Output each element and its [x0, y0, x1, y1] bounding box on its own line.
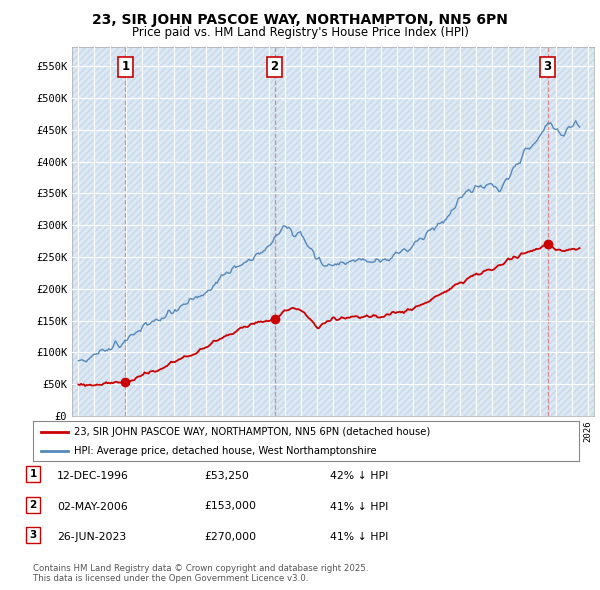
Text: 1: 1 — [121, 60, 130, 73]
Text: 23, SIR JOHN PASCOE WAY, NORTHAMPTON, NN5 6PN (detached house): 23, SIR JOHN PASCOE WAY, NORTHAMPTON, NN… — [74, 427, 430, 437]
Text: £270,000: £270,000 — [204, 532, 256, 542]
Text: 41% ↓ HPI: 41% ↓ HPI — [330, 532, 388, 542]
Text: 41% ↓ HPI: 41% ↓ HPI — [330, 502, 388, 512]
Text: Price paid vs. HM Land Registry's House Price Index (HPI): Price paid vs. HM Land Registry's House … — [131, 26, 469, 39]
Text: 2: 2 — [271, 60, 278, 73]
Text: 3: 3 — [29, 530, 37, 540]
Text: 1: 1 — [29, 469, 37, 479]
Text: 2: 2 — [29, 500, 37, 510]
Text: 26-JUN-2023: 26-JUN-2023 — [57, 532, 126, 542]
Text: 02-MAY-2006: 02-MAY-2006 — [57, 502, 128, 512]
Text: 3: 3 — [544, 60, 552, 73]
Text: Contains HM Land Registry data © Crown copyright and database right 2025.
This d: Contains HM Land Registry data © Crown c… — [33, 563, 368, 583]
Text: £153,000: £153,000 — [204, 502, 256, 512]
Text: 12-DEC-1996: 12-DEC-1996 — [57, 471, 129, 481]
Text: 23, SIR JOHN PASCOE WAY, NORTHAMPTON, NN5 6PN: 23, SIR JOHN PASCOE WAY, NORTHAMPTON, NN… — [92, 13, 508, 27]
Text: HPI: Average price, detached house, West Northamptonshire: HPI: Average price, detached house, West… — [74, 445, 377, 455]
Text: £53,250: £53,250 — [204, 471, 249, 481]
Text: 42% ↓ HPI: 42% ↓ HPI — [330, 471, 388, 481]
